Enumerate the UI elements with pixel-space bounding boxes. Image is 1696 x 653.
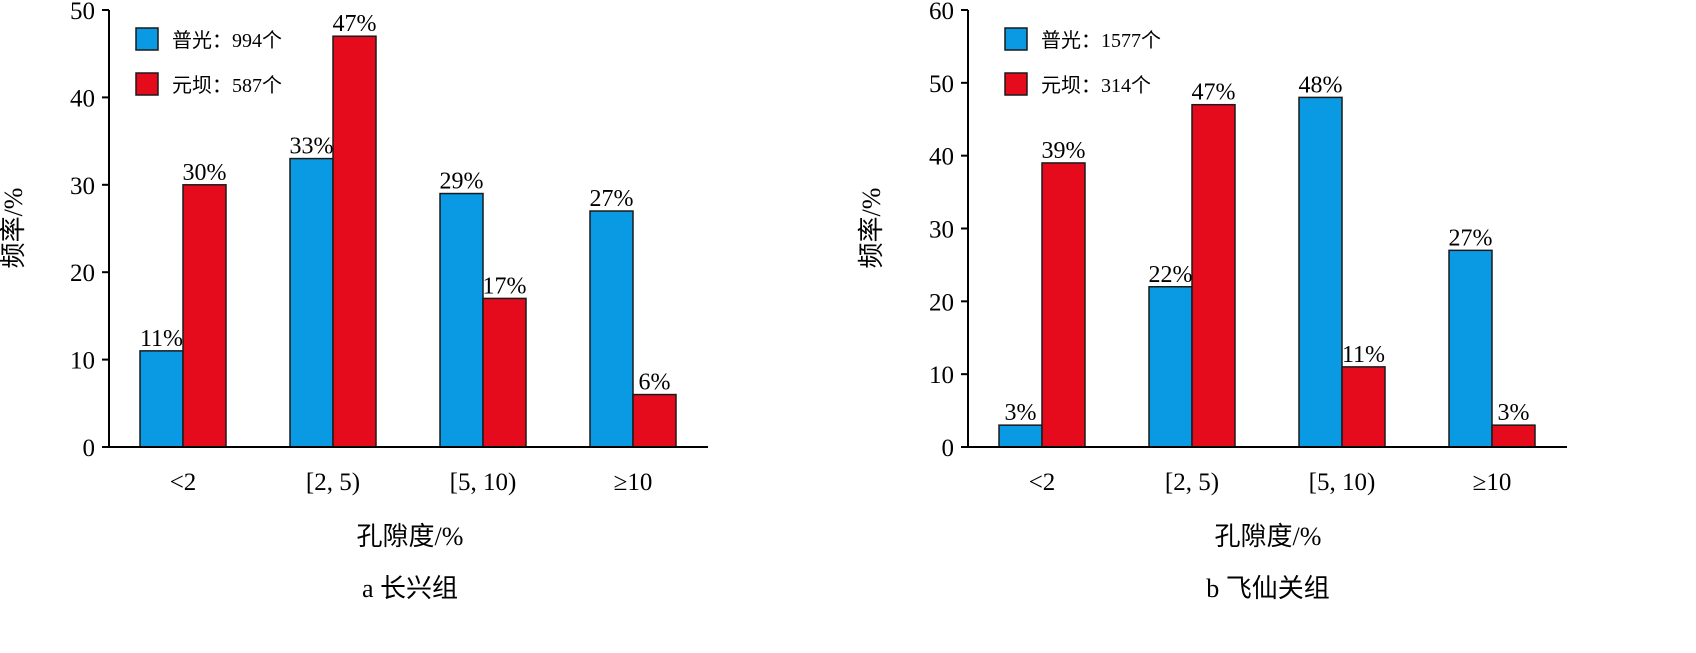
y-tick-label: 50 <box>929 71 954 98</box>
data-label: 30% <box>183 160 227 186</box>
legend-label: 普光：994个 <box>172 29 282 52</box>
data-label: 33% <box>290 134 334 160</box>
bar-yuanba-0 <box>182 184 227 448</box>
x-tick-label: <2 <box>1029 469 1056 496</box>
data-label: 47% <box>333 11 377 37</box>
data-label: 11% <box>140 326 183 352</box>
chart-feixianguan: 3% 22% 48% 27% 39% 47% 11% 3% 0 10 20 30 40 50 60 <2 [2,… <box>857 0 1567 603</box>
x-tick-label: ≥10 <box>614 469 653 496</box>
x-tick-label: <2 <box>170 469 197 496</box>
legend-label: 元坝：314个 <box>1041 74 1151 97</box>
y-tick-label: 0 <box>83 435 96 462</box>
y-axis-label: 频率/% <box>0 188 28 269</box>
legend-swatch <box>1004 27 1028 51</box>
bar-puguang-0 <box>139 350 184 448</box>
data-label: 47% <box>1192 80 1236 106</box>
y-tick-label: 20 <box>929 289 954 316</box>
data-label: 27% <box>1449 225 1493 251</box>
y-tick-label: 60 <box>929 0 954 25</box>
bar-yuanba-1 <box>1191 103 1236 448</box>
x-tick-label: [5, 10) <box>450 469 517 496</box>
bar-puguang-2 <box>439 192 484 448</box>
data-label: 48% <box>1299 72 1343 98</box>
bar-puguang-2 <box>1298 96 1343 448</box>
bar-puguang-0 <box>998 424 1043 448</box>
legend-swatch <box>1004 72 1028 96</box>
y-tick-label: 50 <box>70 0 95 25</box>
chart-caption: b 飞仙关组 <box>1206 574 1330 603</box>
x-tick-label: [2, 5) <box>306 469 360 496</box>
bar-yuanba-2 <box>482 297 527 448</box>
data-label: 39% <box>1042 138 1086 164</box>
bar-yuanba-2 <box>1341 366 1386 448</box>
y-tick-label: 30 <box>70 173 95 200</box>
bar-yuanba-1 <box>332 35 377 448</box>
legend-label: 普光：1577个 <box>1041 29 1161 52</box>
y-tick-label: 20 <box>70 260 95 287</box>
chart-changxing: 11% 33% 29% 27% 30% 47% 17% 6% 0 10 20 30 40 50 <2 [2, … <box>0 0 708 603</box>
bar-yuanba-0 <box>1041 162 1086 448</box>
data-label: 11% <box>1342 342 1385 368</box>
bar-puguang-1 <box>289 157 334 448</box>
x-tick-label: ≥10 <box>1473 469 1512 496</box>
y-tick-label: 0 <box>942 435 955 462</box>
y-tick-label: 10 <box>929 362 954 389</box>
bar-puguang-3 <box>1448 249 1493 448</box>
y-tick-label: 40 <box>70 85 95 112</box>
bar-puguang-1 <box>1148 286 1193 448</box>
bar-puguang-3 <box>589 210 634 448</box>
data-label: 22% <box>1149 262 1193 288</box>
bar-yuanba-3 <box>632 393 677 448</box>
y-tick-label: 30 <box>929 217 954 244</box>
data-label: 27% <box>590 186 634 212</box>
chart-caption: a 长兴组 <box>362 574 458 603</box>
data-label: 6% <box>639 370 671 396</box>
y-tick-label: 40 <box>929 144 954 171</box>
legend-label: 元坝：587个 <box>172 74 282 97</box>
x-axis-label: 孔隙度/% <box>357 522 464 551</box>
y-axis-label: 频率/% <box>857 188 886 269</box>
legend-swatch <box>135 72 159 96</box>
data-label: 17% <box>483 273 527 299</box>
x-axis-label: 孔隙度/% <box>1215 522 1322 551</box>
x-tick-label: [5, 10) <box>1309 469 1376 496</box>
legend-swatch <box>135 27 159 51</box>
y-tick-label: 10 <box>70 348 95 375</box>
data-label: 29% <box>440 169 484 195</box>
data-label: 3% <box>1005 400 1037 426</box>
bar-yuanba-3 <box>1491 424 1536 448</box>
data-label: 3% <box>1498 400 1530 426</box>
x-tick-label: [2, 5) <box>1165 469 1219 496</box>
